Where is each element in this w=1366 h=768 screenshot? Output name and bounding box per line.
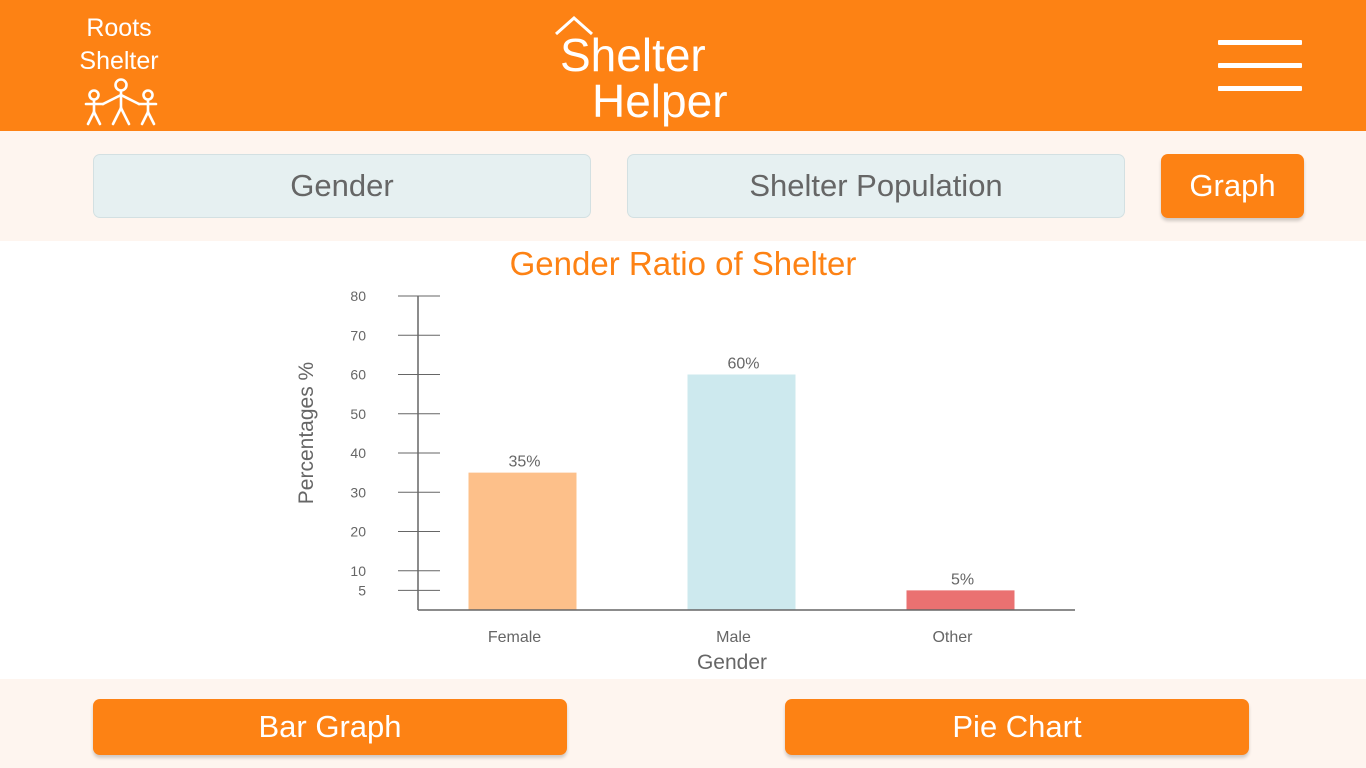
roof-icon <box>555 15 593 36</box>
bar-graph-button[interactable]: Bar Graph <box>93 699 567 755</box>
x-axis-label: Gender <box>697 651 767 674</box>
y-tick-label: 50 <box>350 406 366 422</box>
bar-female <box>468 472 577 610</box>
hamburger-menu-icon[interactable] <box>1218 40 1302 92</box>
y-tick-label: 5 <box>358 582 366 598</box>
y-tick-label: 40 <box>350 445 366 461</box>
bar-data-label: 5% <box>951 571 974 588</box>
x-category-label: Male <box>716 629 751 646</box>
chart-type-bar: Bar Graph Pie Chart <box>0 679 1366 768</box>
gender-filter-button[interactable]: Gender <box>93 154 591 218</box>
y-tick-label: 60 <box>350 367 366 383</box>
y-tick-label: 80 <box>350 288 366 304</box>
logo-line2: Helper <box>592 75 728 127</box>
y-axis-label: Percentages % <box>295 362 318 504</box>
bar-data-label: 35% <box>508 454 540 471</box>
y-tick-label: 20 <box>350 524 366 540</box>
x-category-label: Other <box>932 629 973 646</box>
x-category-label: Female <box>488 629 541 646</box>
graph-button[interactable]: Graph <box>1161 154 1304 218</box>
bar-chart: 5 10 20 30 40 50 60 70 80 35% Female 60% Male 5% Othe… <box>295 288 1075 674</box>
app-header: Roots Shelter Shelter Helper <box>0 0 1366 131</box>
logo-line1: Shelter <box>560 29 706 81</box>
bar-male <box>687 374 796 610</box>
brand: Roots Shelter <box>64 12 174 78</box>
brand-name-line2: Shelter <box>79 47 159 75</box>
app-logo: Shelter Helper <box>552 14 752 126</box>
bar-data-label: 60% <box>727 356 759 373</box>
chart-title: Gender Ratio of Shelter <box>509 245 857 282</box>
filter-bar: Gender Shelter Population Graph <box>0 131 1366 241</box>
y-tick-label: 10 <box>350 563 366 579</box>
bar-other <box>906 590 1015 610</box>
family-icon <box>84 78 158 126</box>
shelter-population-filter-button[interactable]: Shelter Population <box>627 154 1125 218</box>
brand-name-line1: Roots <box>86 14 152 42</box>
y-tick-label: 30 <box>350 484 366 500</box>
pie-chart-button[interactable]: Pie Chart <box>785 699 1249 755</box>
y-tick-label: 70 <box>350 327 366 343</box>
